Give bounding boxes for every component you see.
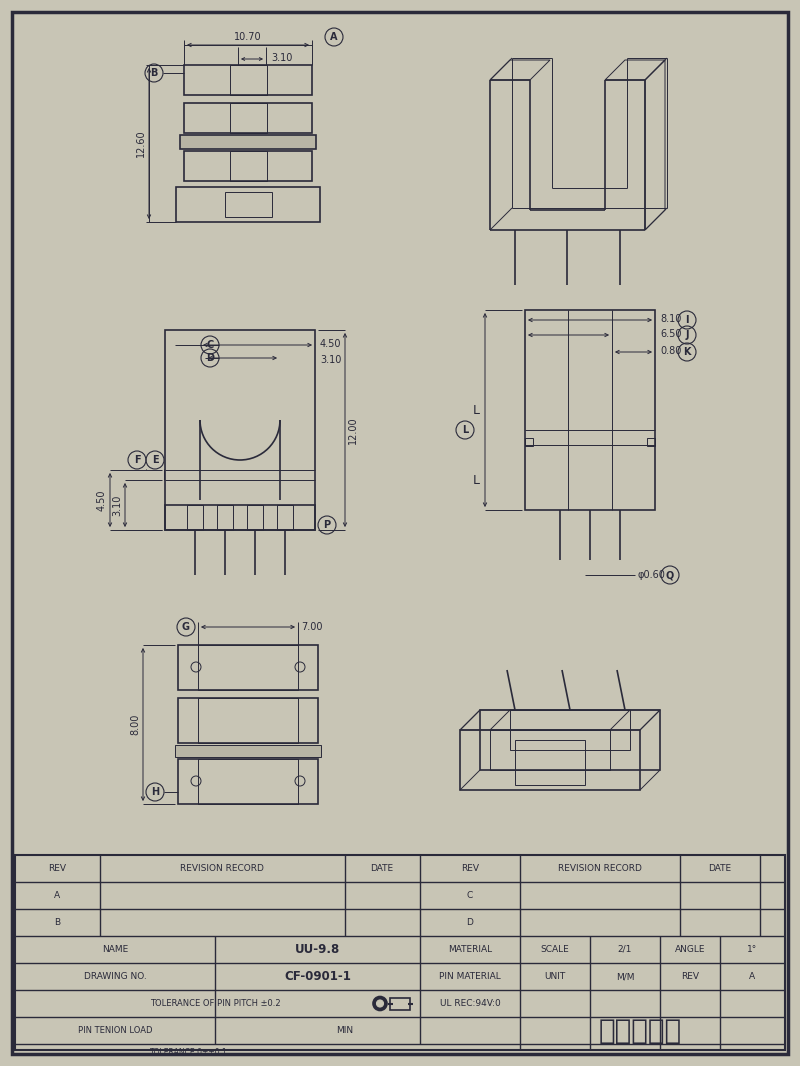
Bar — [178, 645, 318, 690]
Text: H: H — [151, 787, 159, 797]
Bar — [184, 151, 312, 181]
Text: A: A — [330, 32, 338, 42]
Text: 4.50: 4.50 — [97, 489, 107, 511]
Text: 3.10: 3.10 — [271, 53, 292, 63]
Text: 8.10: 8.10 — [660, 314, 682, 324]
Bar — [277, 505, 293, 530]
Bar — [178, 759, 318, 804]
Text: 6.50: 6.50 — [660, 329, 682, 339]
Text: DRAWING NO.: DRAWING NO. — [84, 972, 146, 981]
Text: J: J — [686, 330, 689, 340]
Circle shape — [373, 997, 387, 1011]
Text: D: D — [206, 353, 214, 364]
Bar — [184, 65, 312, 95]
Text: P: P — [323, 520, 330, 530]
Text: 0.80: 0.80 — [660, 346, 682, 356]
Text: L: L — [462, 425, 468, 435]
Text: C: C — [206, 340, 214, 350]
Bar — [198, 698, 298, 743]
Text: 2/1: 2/1 — [618, 944, 632, 954]
Bar — [647, 438, 655, 446]
Text: UU-9.8: UU-9.8 — [295, 943, 341, 956]
Text: A: A — [54, 891, 60, 900]
Text: 12.00: 12.00 — [348, 416, 358, 443]
Text: L: L — [473, 473, 480, 486]
Text: REV: REV — [681, 972, 699, 981]
Text: MIN: MIN — [337, 1025, 354, 1035]
Bar — [525, 310, 655, 510]
Text: DATE: DATE — [370, 865, 394, 873]
Bar — [15, 855, 785, 1050]
Text: UL REC:94V:0: UL REC:94V:0 — [440, 999, 500, 1008]
Text: TOLERANCE:0±±0.1...: TOLERANCE:0±±0.1... — [150, 1048, 235, 1056]
Text: F: F — [134, 455, 140, 465]
Bar — [390, 998, 410, 1010]
Text: φ0.60: φ0.60 — [638, 570, 666, 580]
Text: REVISION RECORD: REVISION RECORD — [558, 865, 642, 873]
Bar — [180, 135, 316, 149]
Bar — [525, 438, 533, 446]
Circle shape — [377, 1000, 383, 1007]
Text: MATERIAL: MATERIAL — [448, 944, 492, 954]
Bar — [176, 187, 320, 222]
Bar — [165, 505, 315, 530]
Text: UNIT: UNIT — [544, 972, 566, 981]
Text: G: G — [182, 621, 190, 632]
Bar — [198, 645, 298, 690]
Text: D: D — [466, 918, 474, 927]
Text: PIN MATERIAL: PIN MATERIAL — [439, 972, 501, 981]
Text: B: B — [150, 68, 158, 78]
Bar — [480, 710, 660, 770]
Bar — [460, 730, 640, 790]
Text: I: I — [686, 314, 689, 325]
Bar — [175, 745, 321, 757]
Bar — [178, 698, 318, 743]
Text: 8.00: 8.00 — [130, 714, 140, 736]
Bar — [165, 330, 315, 530]
Text: 12.60: 12.60 — [136, 130, 146, 158]
Text: CF-0901-1: CF-0901-1 — [285, 970, 351, 983]
Text: 4.50: 4.50 — [320, 339, 342, 349]
Text: K: K — [683, 348, 690, 357]
Text: DATE: DATE — [709, 865, 731, 873]
Text: REV: REV — [48, 865, 66, 873]
Text: PIN TENION LOAD: PIN TENION LOAD — [78, 1025, 152, 1035]
Bar — [198, 759, 298, 804]
Bar — [515, 740, 585, 785]
Text: REV: REV — [461, 865, 479, 873]
Bar — [510, 710, 630, 750]
Text: 3.10: 3.10 — [320, 355, 342, 365]
Text: 7.00: 7.00 — [301, 621, 322, 632]
Text: E: E — [152, 455, 158, 465]
Bar — [187, 505, 203, 530]
Text: 创丰电子厂: 创丰电子厂 — [598, 1017, 682, 1045]
Bar — [490, 730, 610, 770]
Text: M/M: M/M — [616, 972, 634, 981]
Text: 1°: 1° — [747, 944, 757, 954]
Text: SCALE: SCALE — [541, 944, 570, 954]
Text: TOLERANCE OF PIN PITCH ±0.2: TOLERANCE OF PIN PITCH ±0.2 — [150, 999, 280, 1008]
Text: REVISION RECORD: REVISION RECORD — [180, 865, 264, 873]
Bar — [230, 151, 267, 181]
Text: L: L — [473, 404, 480, 417]
Text: C: C — [467, 891, 473, 900]
Text: 10.70: 10.70 — [234, 32, 262, 42]
Text: NAME: NAME — [102, 944, 128, 954]
Bar — [230, 103, 267, 133]
Bar — [225, 192, 272, 217]
Text: A: A — [749, 972, 755, 981]
Bar — [247, 505, 263, 530]
Text: B: B — [54, 918, 60, 927]
Bar — [230, 65, 267, 95]
Text: Q: Q — [666, 570, 674, 580]
Text: 3.10: 3.10 — [112, 495, 122, 516]
Bar — [217, 505, 233, 530]
Text: ANGLE: ANGLE — [674, 944, 706, 954]
Bar — [184, 103, 312, 133]
